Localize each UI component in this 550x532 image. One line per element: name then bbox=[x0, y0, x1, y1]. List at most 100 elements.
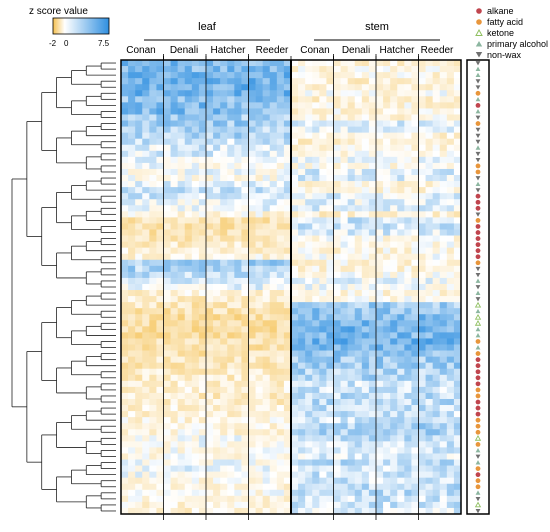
heatmap-cell bbox=[255, 405, 263, 412]
class-marker-alkane bbox=[475, 375, 481, 381]
heatmap-cell bbox=[446, 338, 455, 345]
heatmap-cell bbox=[347, 162, 356, 170]
heatmap-cell bbox=[241, 235, 249, 242]
heatmap-cell bbox=[354, 368, 363, 376]
heatmap-cell bbox=[404, 156, 412, 164]
heatmap-cell bbox=[305, 72, 313, 79]
heatmap-cell bbox=[177, 344, 186, 351]
heatmap-cell bbox=[368, 175, 377, 182]
heatmap-cell bbox=[142, 108, 150, 115]
heatmap-cell bbox=[213, 489, 221, 497]
heatmap-cell bbox=[432, 447, 441, 454]
heatmap-cell bbox=[383, 96, 391, 103]
legend-label-ketone: ketone bbox=[487, 28, 514, 38]
heatmap-cell bbox=[234, 380, 242, 388]
heatmap-cell bbox=[121, 386, 129, 394]
heatmap-cell bbox=[142, 344, 150, 351]
heatmap-cell bbox=[206, 429, 214, 436]
heatmap-cell bbox=[135, 380, 143, 388]
heatmap-cell bbox=[312, 132, 320, 139]
heatmap-cell bbox=[305, 175, 313, 182]
heatmap-cell bbox=[163, 247, 171, 254]
heatmap-cell bbox=[404, 441, 412, 448]
heatmap-cell bbox=[234, 296, 242, 303]
heatmap-cell bbox=[121, 211, 129, 218]
heatmap-cell bbox=[383, 344, 391, 351]
heatmap-cell bbox=[432, 132, 441, 139]
heatmap-cell bbox=[198, 199, 207, 206]
heatmap-cell bbox=[411, 72, 419, 79]
heatmap-cell bbox=[319, 156, 327, 164]
heatmap-cell bbox=[333, 290, 341, 297]
heatmap-cell bbox=[206, 411, 214, 418]
heatmap-cell bbox=[418, 386, 426, 394]
heatmap-cell bbox=[418, 314, 426, 321]
heatmap-cell bbox=[347, 459, 356, 466]
heatmap-cell bbox=[149, 187, 157, 194]
heatmap-cell bbox=[170, 398, 178, 406]
heatmap-cell bbox=[319, 489, 327, 497]
heatmap-cell bbox=[241, 326, 249, 333]
heatmap-cell bbox=[156, 495, 164, 503]
heatmap-cell bbox=[418, 423, 426, 430]
heatmap-cell bbox=[213, 84, 221, 91]
heatmap-cell bbox=[319, 362, 327, 370]
heatmap-cell bbox=[170, 156, 178, 164]
heatmap-cell bbox=[298, 277, 306, 285]
heatmap-cell bbox=[383, 447, 391, 454]
heatmap-cell bbox=[418, 138, 426, 146]
heatmap-cell bbox=[404, 229, 412, 236]
heatmap-cell bbox=[326, 392, 334, 400]
heatmap-cell bbox=[276, 290, 285, 297]
heatmap-cell bbox=[432, 344, 441, 351]
heatmap-cell bbox=[198, 132, 207, 139]
heatmap-cell bbox=[191, 120, 200, 127]
heatmap-cell bbox=[121, 235, 129, 242]
heatmap-cell bbox=[269, 405, 278, 412]
heatmap-cell bbox=[184, 507, 193, 515]
heatmap-cell bbox=[163, 326, 171, 333]
heatmap-cell bbox=[191, 187, 200, 194]
heatmap-cell bbox=[177, 290, 186, 297]
heatmap-cell bbox=[291, 423, 299, 430]
heatmap-cell bbox=[241, 90, 249, 97]
heatmap-cell bbox=[397, 507, 405, 515]
class-marker-non-wax bbox=[475, 509, 481, 514]
heatmap-cell bbox=[361, 283, 370, 291]
heatmap-cell bbox=[163, 501, 171, 509]
heatmap-cell bbox=[149, 471, 157, 478]
heatmap-cell bbox=[368, 302, 377, 309]
heatmap-cell bbox=[361, 459, 370, 466]
heatmap-cell bbox=[305, 90, 313, 97]
heatmap-cell bbox=[156, 90, 164, 97]
heatmap-cell bbox=[354, 501, 363, 509]
heatmap-cell bbox=[283, 229, 292, 236]
heatmap-cell bbox=[347, 156, 356, 164]
heatmap-cell bbox=[404, 217, 412, 224]
heatmap-cell bbox=[298, 126, 306, 133]
heatmap-cell bbox=[411, 392, 419, 400]
heatmap-cell bbox=[439, 144, 448, 152]
heatmap-cell bbox=[432, 326, 441, 333]
heatmap-cell bbox=[376, 392, 384, 400]
heatmap-cell bbox=[248, 259, 256, 267]
heatmap-cell bbox=[248, 459, 256, 466]
heatmap-cell bbox=[439, 465, 448, 472]
heatmap-cell bbox=[439, 132, 448, 139]
heatmap-cell bbox=[121, 435, 129, 442]
heatmap-cell bbox=[255, 283, 263, 291]
heatmap-cell bbox=[305, 96, 313, 103]
heatmap-cell bbox=[184, 126, 193, 133]
heatmap-cell bbox=[276, 253, 285, 261]
heatmap-cell bbox=[390, 453, 398, 460]
heatmap-cell bbox=[262, 205, 271, 212]
heatmap-cell bbox=[376, 84, 384, 91]
class-legend: alkane fatty acid ketone primary alcohol… bbox=[475, 6, 548, 60]
heatmap-cell bbox=[206, 265, 214, 273]
heatmap-cell bbox=[390, 193, 398, 200]
heatmap-cell bbox=[326, 314, 334, 321]
heatmap-cell bbox=[276, 199, 285, 206]
heatmap-cell bbox=[170, 162, 178, 170]
heatmap-cell bbox=[361, 308, 370, 315]
heatmap-cell bbox=[333, 501, 341, 509]
